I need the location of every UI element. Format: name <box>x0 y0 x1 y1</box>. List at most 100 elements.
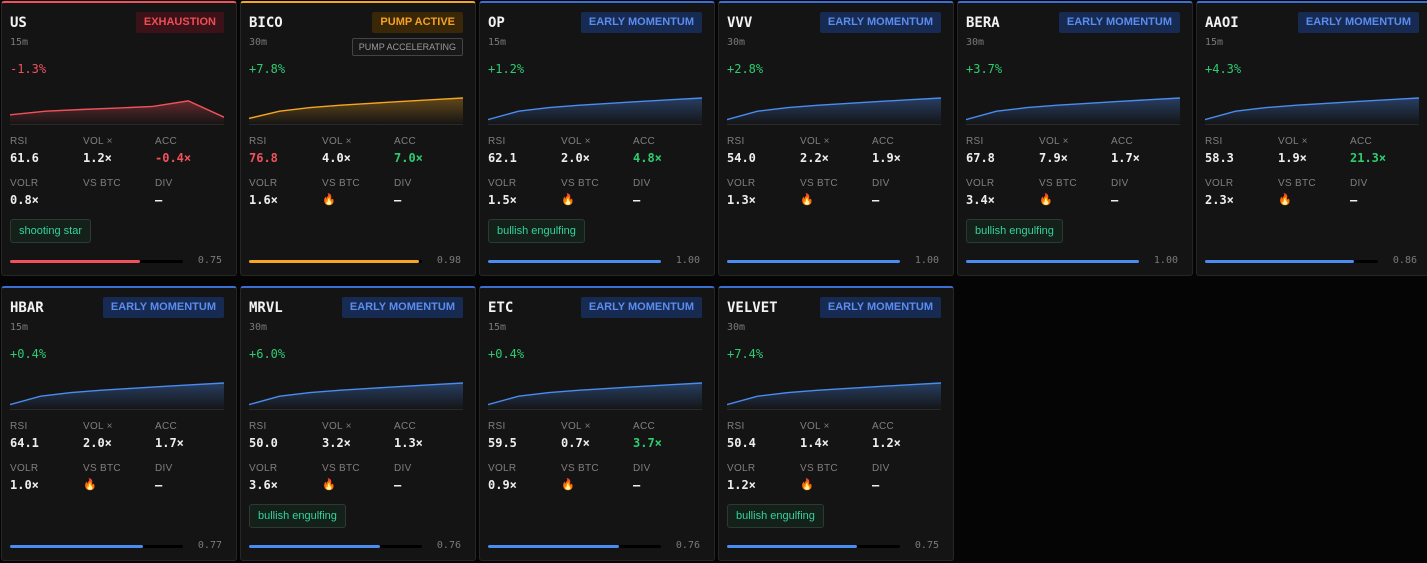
score-bar-fill <box>727 260 900 263</box>
timeframe-label: 30m <box>249 322 268 333</box>
vs-btc-label: VS BTC <box>322 178 360 189</box>
acc-label: ACC <box>872 421 895 432</box>
sparkline-line <box>488 97 702 121</box>
sparkline-chart <box>966 97 1180 125</box>
volr-value: 1.2× <box>727 478 756 492</box>
vs-btc-label: VS BTC <box>1278 178 1316 189</box>
signal-card-etc[interactable]: ETC 15m EARLY MOMENTUM +0.4% RSI VOL × A… <box>479 286 715 561</box>
price-change: +1.2% <box>488 62 525 76</box>
acc-value: 1.3× <box>394 436 423 450</box>
fire-icon: 🔥 <box>83 478 97 491</box>
sparkline-line <box>10 100 224 118</box>
rsi-label: RSI <box>249 136 267 147</box>
volr-value: 0.8× <box>10 193 39 207</box>
sparkline-chart <box>249 97 463 125</box>
divider <box>1205 124 1419 125</box>
div-label: DIV <box>394 463 412 474</box>
sparkline-area <box>966 98 1180 125</box>
acc-value: 3.7× <box>633 436 662 450</box>
sparkline-chart <box>10 382 224 410</box>
signal-badge: EARLY MOMENTUM <box>1297 12 1419 33</box>
signal-card-us[interactable]: US 15m EXHAUSTION -1.3% RSI VOL × ACC 61… <box>1 1 237 276</box>
timeframe-label: 15m <box>488 37 507 48</box>
volr-label: VOLR <box>249 463 278 474</box>
vol-value: 1.2× <box>83 151 112 165</box>
score-value: 0.77 <box>197 540 222 551</box>
vol-label: VOL × <box>1039 136 1069 147</box>
fire-icon: 🔥 <box>800 478 814 491</box>
timeframe-label: 30m <box>727 322 746 333</box>
signal-card-op[interactable]: OP 15m EARLY MOMENTUM +1.2% RSI VOL × AC… <box>479 1 715 276</box>
acc-label: ACC <box>1111 136 1134 147</box>
rsi-value: 59.5 <box>488 436 517 450</box>
symbol-label: BERA <box>966 15 1000 31</box>
score-bar <box>10 260 183 263</box>
price-change: +7.8% <box>249 62 286 76</box>
signal-card-vvv[interactable]: VVV 30m EARLY MOMENTUM +2.8% RSI VOL × A… <box>718 1 954 276</box>
score-value: 0.98 <box>436 255 461 266</box>
signal-badge: EARLY MOMENTUM <box>819 12 941 33</box>
sparkline-chart <box>10 100 224 125</box>
acc-value: 1.7× <box>1111 151 1140 165</box>
rsi-label: RSI <box>1205 136 1223 147</box>
score-bar <box>727 545 900 548</box>
pattern-tag[interactable]: shooting star <box>10 219 91 243</box>
sparkline-chart <box>727 382 941 410</box>
price-change: +2.8% <box>727 62 764 76</box>
divider <box>727 409 941 410</box>
volr-value: 1.3× <box>727 193 756 207</box>
vol-value: 3.2× <box>322 436 351 450</box>
div-label: DIV <box>1111 178 1129 189</box>
symbol-label: AAOI <box>1205 15 1239 31</box>
score-bar-fill <box>249 545 381 548</box>
symbol-label: HBAR <box>10 300 44 316</box>
sparkline-area <box>249 383 463 410</box>
sparkline-area <box>249 98 463 125</box>
sparkline-chart <box>488 382 702 410</box>
score-value: 1.00 <box>914 255 939 266</box>
rsi-label: RSI <box>488 421 506 432</box>
vs-btc-label: VS BTC <box>1039 178 1077 189</box>
fire-icon: 🔥 <box>561 193 575 206</box>
signal-card-bico[interactable]: BICO 30m PUMP ACTIVE PUMP ACCELERATING +… <box>240 1 476 276</box>
signal-card-hbar[interactable]: HBAR 15m EARLY MOMENTUM +0.4% RSI VOL × … <box>1 286 237 561</box>
price-change: +3.7% <box>966 62 1003 76</box>
score-bar <box>966 260 1139 263</box>
score-value: 0.75 <box>197 255 222 266</box>
price-change: +7.4% <box>727 347 764 361</box>
div-value: — <box>872 478 880 492</box>
signal-card-bera[interactable]: BERA 30m EARLY MOMENTUM +3.7% RSI VOL × … <box>957 1 1193 276</box>
div-value: — <box>394 193 402 207</box>
score-value: 0.76 <box>675 540 700 551</box>
signal-badge: EARLY MOMENTUM <box>819 297 941 318</box>
sparkline-line <box>249 382 463 406</box>
rsi-value: 62.1 <box>488 151 517 165</box>
rsi-value: 54.0 <box>727 151 756 165</box>
divider <box>488 409 702 410</box>
vol-label: VOL × <box>1278 136 1308 147</box>
pattern-tag[interactable]: bullish engulfing <box>727 504 824 528</box>
signal-card-aaoi[interactable]: AAOI 15m EARLY MOMENTUM +4.3% RSI VOL × … <box>1196 1 1427 276</box>
score-bar-fill <box>249 260 419 263</box>
score-value: 1.00 <box>675 255 700 266</box>
sparkline-chart <box>1205 97 1419 125</box>
signal-card-velvet[interactable]: VELVET 30m EARLY MOMENTUM +7.4% RSI VOL … <box>718 286 954 561</box>
sparkline-line <box>249 97 463 120</box>
div-value: — <box>872 193 880 207</box>
pattern-tag[interactable]: bullish engulfing <box>249 504 346 528</box>
volr-label: VOLR <box>488 178 517 189</box>
divider <box>488 124 702 125</box>
acc-label: ACC <box>872 136 895 147</box>
sparkline-area <box>488 98 702 125</box>
pattern-tag[interactable]: bullish engulfing <box>966 219 1063 243</box>
signal-card-mrvl[interactable]: MRVL 30m EARLY MOMENTUM +6.0% RSI VOL × … <box>240 286 476 561</box>
pattern-tag[interactable]: bullish engulfing <box>488 219 585 243</box>
price-change: +6.0% <box>249 347 286 361</box>
vs-btc-label: VS BTC <box>800 463 838 474</box>
price-change: +4.3% <box>1205 62 1242 76</box>
vs-btc-label: VS BTC <box>561 178 599 189</box>
sparkline-line <box>727 97 941 121</box>
score-value: 1.00 <box>1153 255 1178 266</box>
divider <box>249 124 463 125</box>
